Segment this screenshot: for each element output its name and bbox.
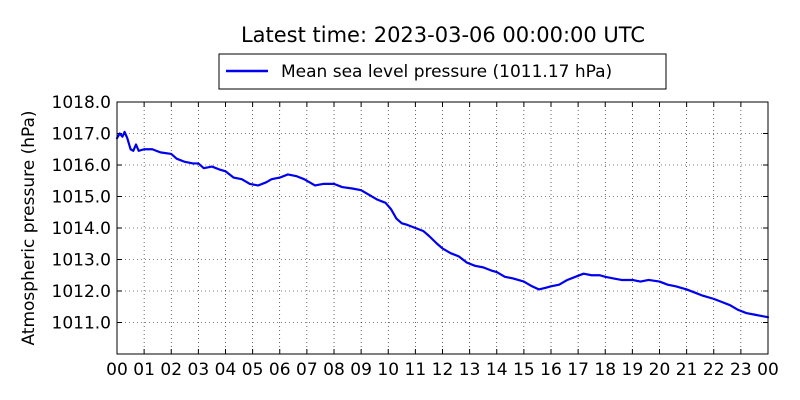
y-tick-label: 1013.0 bbox=[52, 251, 111, 271]
x-tick-label: 09 bbox=[350, 360, 372, 380]
grid bbox=[117, 102, 768, 354]
x-tick-label: 19 bbox=[622, 360, 644, 380]
y-tick-label: 1011.0 bbox=[52, 314, 111, 334]
y-tick-label: 1016.0 bbox=[52, 156, 111, 176]
x-tick-label: 22 bbox=[703, 360, 725, 380]
x-tick-label: 17 bbox=[567, 360, 589, 380]
x-tick-label: 15 bbox=[513, 360, 535, 380]
x-tick-label: 11 bbox=[405, 360, 427, 380]
x-tick-label: 03 bbox=[188, 360, 210, 380]
x-tick-label: 10 bbox=[377, 360, 399, 380]
legend-box bbox=[218, 53, 667, 90]
plot-frame bbox=[116, 101, 769, 355]
x-tick-label: 01 bbox=[133, 360, 155, 380]
x-tick-label: 14 bbox=[486, 360, 508, 380]
y-tick-label: 1018.0 bbox=[52, 93, 111, 113]
x-tick-label: 04 bbox=[215, 360, 237, 380]
legend: Mean sea level pressure (1011.17 hPa) bbox=[218, 53, 667, 90]
x-tick-label: 23 bbox=[730, 360, 752, 380]
x-tick-label: 21 bbox=[676, 360, 698, 380]
x-tick-label: 05 bbox=[242, 360, 264, 380]
legend-entry-label: Mean sea level pressure (1011.17 hPa) bbox=[281, 62, 612, 82]
x-tick-label: 07 bbox=[296, 360, 318, 380]
y-tick-label: 1012.0 bbox=[52, 282, 111, 302]
x-tick-label: 00 bbox=[757, 360, 779, 380]
x-tick-label: 02 bbox=[160, 360, 182, 380]
x-tick-label: 13 bbox=[459, 360, 481, 380]
chart-title: Latest time: 2023-03-06 00:00:00 UTC bbox=[241, 23, 645, 47]
pressure-series-line bbox=[115, 130, 770, 319]
ticks: 00 01 02 03 04 05 06 07 08 09 10 11 12 13 14 15 16 17 18 19… bbox=[52, 93, 779, 380]
series-group bbox=[115, 130, 770, 319]
y-tick-label: 1015.0 bbox=[52, 188, 111, 208]
x-tick-label: 00 bbox=[106, 360, 128, 380]
x-tick-label: 18 bbox=[594, 360, 616, 380]
y-tick-label: 1017.0 bbox=[52, 125, 111, 145]
x-tick-label: 12 bbox=[432, 360, 454, 380]
x-tick-label: 06 bbox=[269, 360, 291, 380]
x-tick-label: 20 bbox=[649, 360, 671, 380]
y-tick-label: 1014.0 bbox=[52, 219, 111, 239]
x-tick-label: 16 bbox=[540, 360, 562, 380]
x-tick-label: 08 bbox=[323, 360, 345, 380]
y-axis-label: Atmospheric pressure (hPa) bbox=[19, 110, 39, 345]
